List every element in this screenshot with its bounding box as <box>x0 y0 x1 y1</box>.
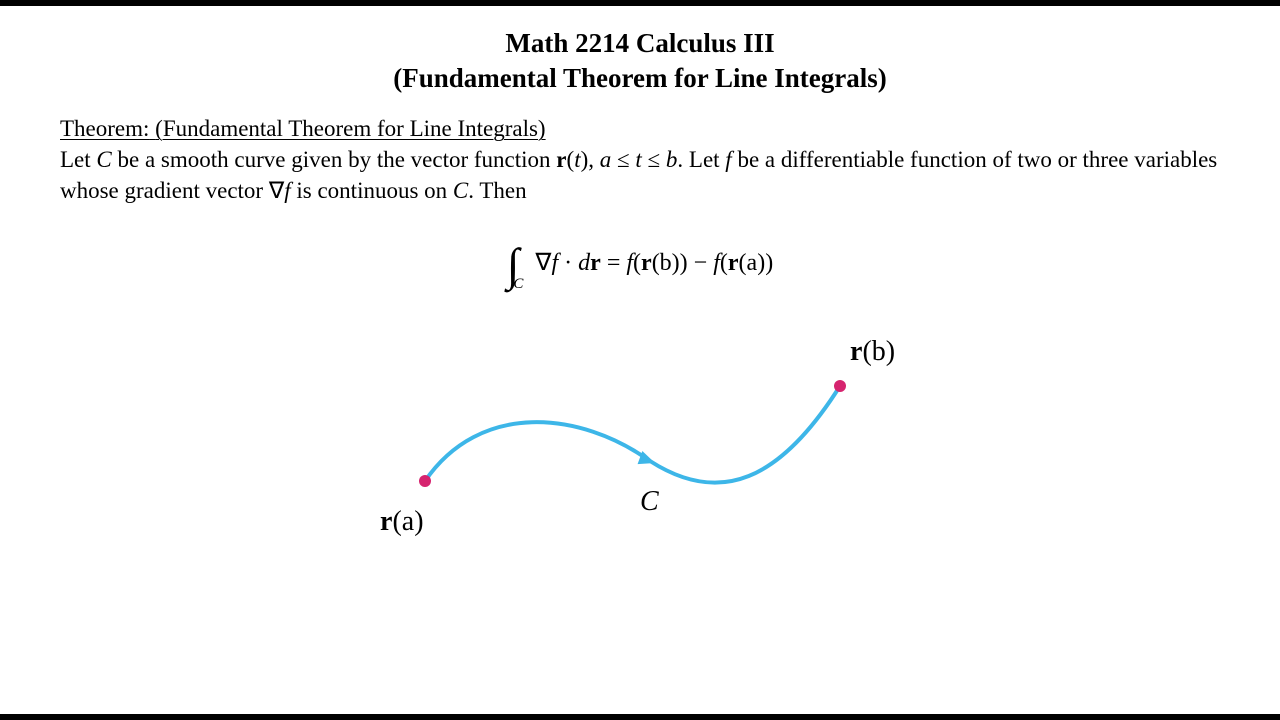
curve-svg <box>320 331 960 591</box>
end-point <box>834 380 846 392</box>
label-r-b: r(b) <box>850 336 895 368</box>
curve-path <box>425 386 840 483</box>
label-c: C <box>640 486 659 518</box>
course-subtitle: (Fundamental Theorem for Line Integrals) <box>60 61 1220 96</box>
course-title: Math 2214 Calculus III <box>60 26 1220 61</box>
document-page: Math 2214 Calculus III (Fundamental Theo… <box>0 6 1280 714</box>
label-r-a: r(a) <box>380 506 424 538</box>
title-block: Math 2214 Calculus III (Fundamental Theo… <box>60 26 1220 96</box>
start-point <box>419 475 431 487</box>
curve-diagram: r(a) r(b) C <box>320 331 960 591</box>
equation: ∫C ∇f · dr = f(r(b)) − f(r(a)) <box>60 228 1220 281</box>
theorem-label-underline: Theorem: (Fundamental Theorem for Line I… <box>60 116 546 141</box>
theorem-heading: Theorem: (Fundamental Theorem for Line I… <box>60 116 1220 142</box>
theorem-body: Let C be a smooth curve given by the vec… <box>60 144 1220 206</box>
